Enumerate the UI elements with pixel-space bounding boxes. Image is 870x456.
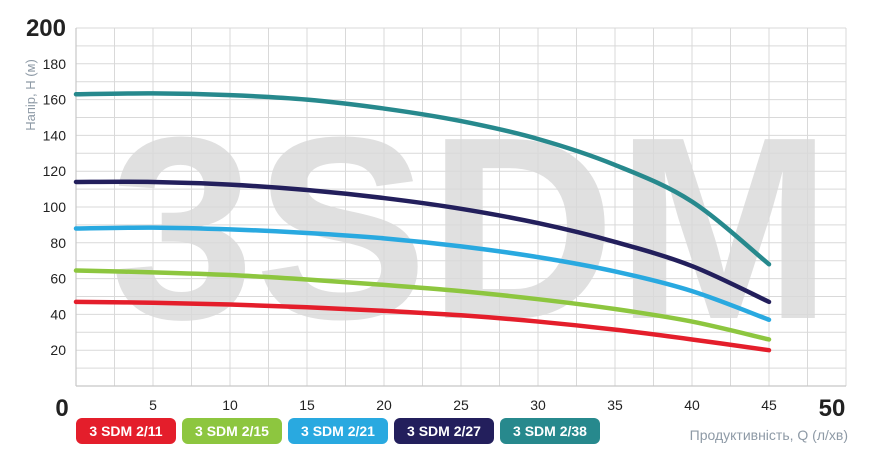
x-tick-label: 5 (149, 397, 157, 413)
legend-item-3: 3 SDM 2/21 (288, 418, 388, 444)
y-tick-label: 160 (43, 92, 67, 108)
x-tick-label: 0 (55, 395, 68, 422)
legend-label: 3 SDM 2/15 (195, 423, 269, 439)
legend-label: 3 SDM 2/38 (513, 423, 587, 439)
x-tick-label: 45 (761, 397, 777, 413)
x-tick-label: 10 (222, 397, 238, 413)
y-tick-label: 140 (43, 127, 67, 143)
x-tick-label: 30 (530, 397, 546, 413)
legend-item-2: 3 SDM 2/15 (182, 418, 282, 444)
x-tick-label: 15 (299, 397, 315, 413)
legend-label: 3 SDM 2/11 (89, 423, 162, 439)
y-axis-title: Напір, H (м) (23, 59, 38, 131)
legend-item-1: 3 SDM 2/11 (76, 418, 176, 444)
series-line-4 (73, 179, 772, 305)
y-tick-label: 100 (43, 199, 67, 215)
legend-swatch (288, 418, 388, 444)
series-line-2 (73, 268, 772, 342)
legend-swatch (500, 418, 600, 444)
legend-swatch (182, 418, 282, 444)
x-tick-label: 40 (684, 397, 700, 413)
legend-swatch (76, 418, 176, 444)
series-line-3 (73, 225, 772, 323)
legend-item-5: 3 SDM 2/38 (500, 418, 600, 444)
x-tick-label: 20 (376, 397, 392, 413)
y-tick-label: 120 (43, 163, 67, 179)
y-tick-label: 180 (43, 56, 67, 72)
y-tick-label: 200 (26, 15, 66, 42)
legend-label: 3 SDM 2/27 (407, 423, 481, 439)
legend-label: 3 SDM 2/21 (301, 423, 375, 439)
legend-swatch (394, 418, 494, 444)
x-tick-label: 25 (453, 397, 469, 413)
legend-item-4: 3 SDM 2/27 (394, 418, 494, 444)
series-line-5 (73, 91, 772, 267)
x-axis-title: Продуктивність, Q (л/хв) (690, 427, 848, 443)
x-tick-label: 35 (607, 397, 623, 413)
y-tick-label: 40 (50, 306, 66, 322)
x-tick-label: 50 (819, 395, 846, 422)
y-tick-label: 20 (50, 342, 66, 358)
y-tick-label: 80 (50, 235, 66, 251)
y-tick-label: 60 (50, 271, 66, 287)
series-line-1 (73, 299, 772, 353)
